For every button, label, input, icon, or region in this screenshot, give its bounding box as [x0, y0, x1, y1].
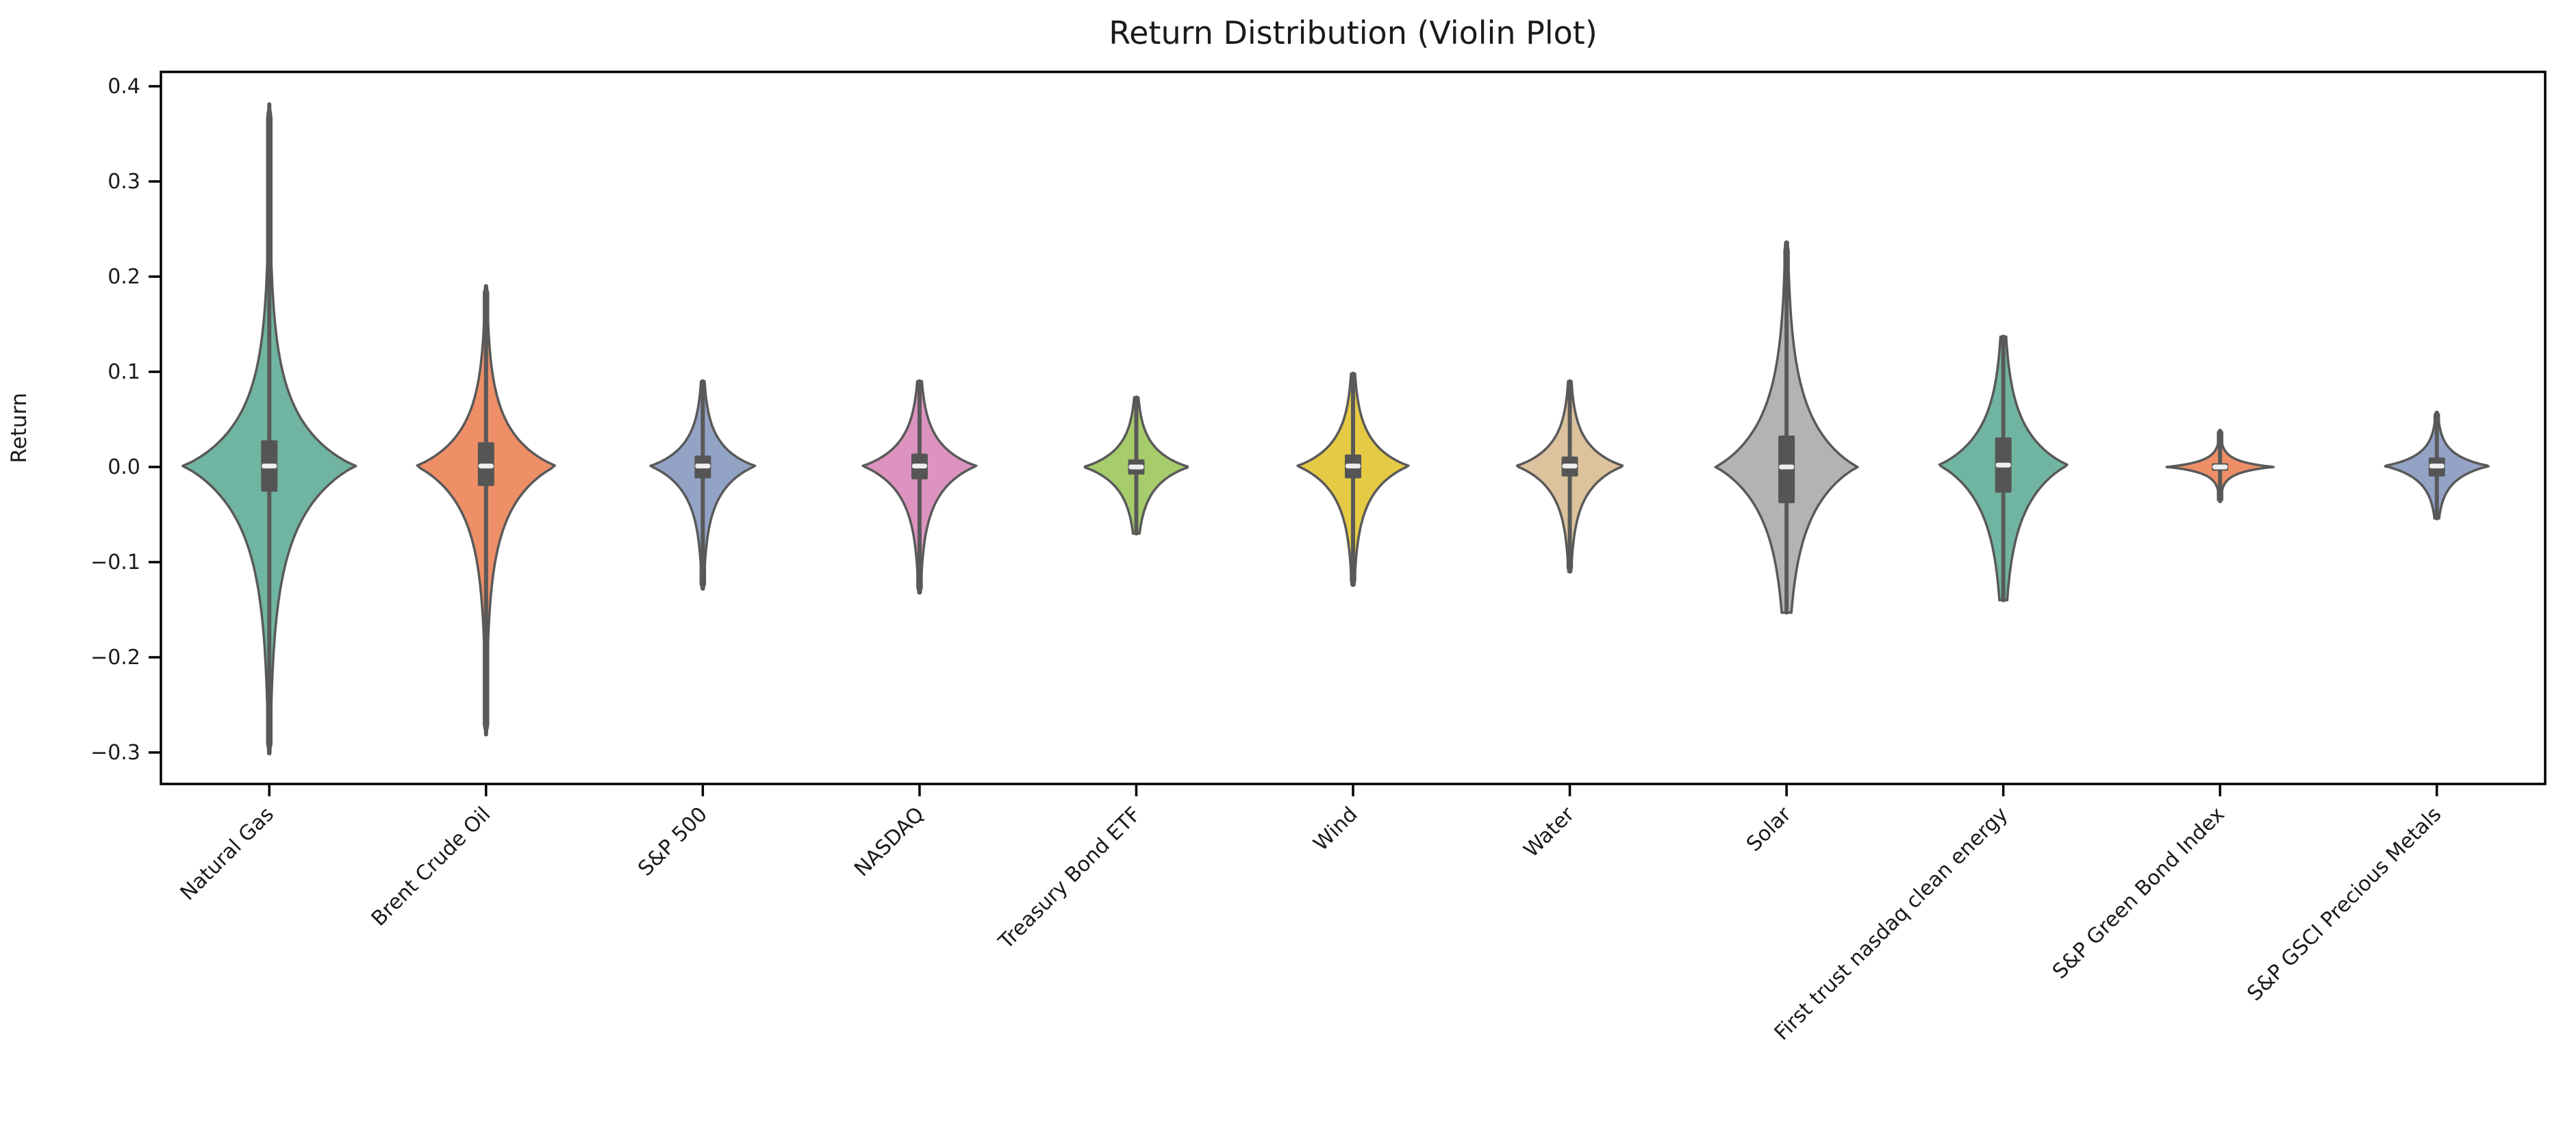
- violin-s-p-500: [649, 379, 757, 591]
- y-tick-label: 0.1: [108, 360, 140, 384]
- violin-natural-gas: [181, 102, 357, 756]
- median-dash: [911, 464, 927, 469]
- median-dash: [1562, 464, 1578, 469]
- median-dash: [2429, 464, 2445, 469]
- y-tick-label: 0.4: [108, 75, 140, 99]
- median-dash: [1995, 462, 2011, 468]
- median-dash: [1779, 464, 1795, 470]
- axes-spines: [160, 71, 2547, 785]
- median-dash: [695, 464, 711, 469]
- violin-s-p-gsci-precious-metals: [2384, 410, 2490, 521]
- violin-wind: [1296, 371, 1410, 587]
- median-dash: [262, 464, 277, 469]
- median-dash: [1346, 464, 1361, 469]
- y-tick-label: −0.2: [90, 646, 140, 670]
- y-tick-label: 0.0: [108, 455, 140, 479]
- violin-first-trust-nasdaq-clean-energy: [1938, 334, 2069, 603]
- violin-treasury-bond-etf: [1083, 395, 1189, 536]
- violin-brent-crude-oil: [416, 283, 556, 737]
- median-dash: [2212, 464, 2228, 470]
- median-dash: [1128, 464, 1144, 470]
- y-axis-label: Return: [7, 393, 31, 464]
- violin-water: [1515, 379, 1624, 574]
- chart-title: Return Distribution (Violin Plot): [1109, 14, 1598, 51]
- violin-solar: [1714, 240, 1859, 615]
- y-tick-label: 0.3: [108, 170, 140, 194]
- median-dash: [478, 464, 494, 469]
- y-tick-label: 0.2: [108, 265, 140, 289]
- y-tick-label: −0.1: [90, 550, 140, 574]
- y-tick-label: −0.3: [90, 741, 140, 765]
- violin-s-p-green-bond-index: [2165, 429, 2275, 504]
- violin-nasdaq: [861, 379, 978, 595]
